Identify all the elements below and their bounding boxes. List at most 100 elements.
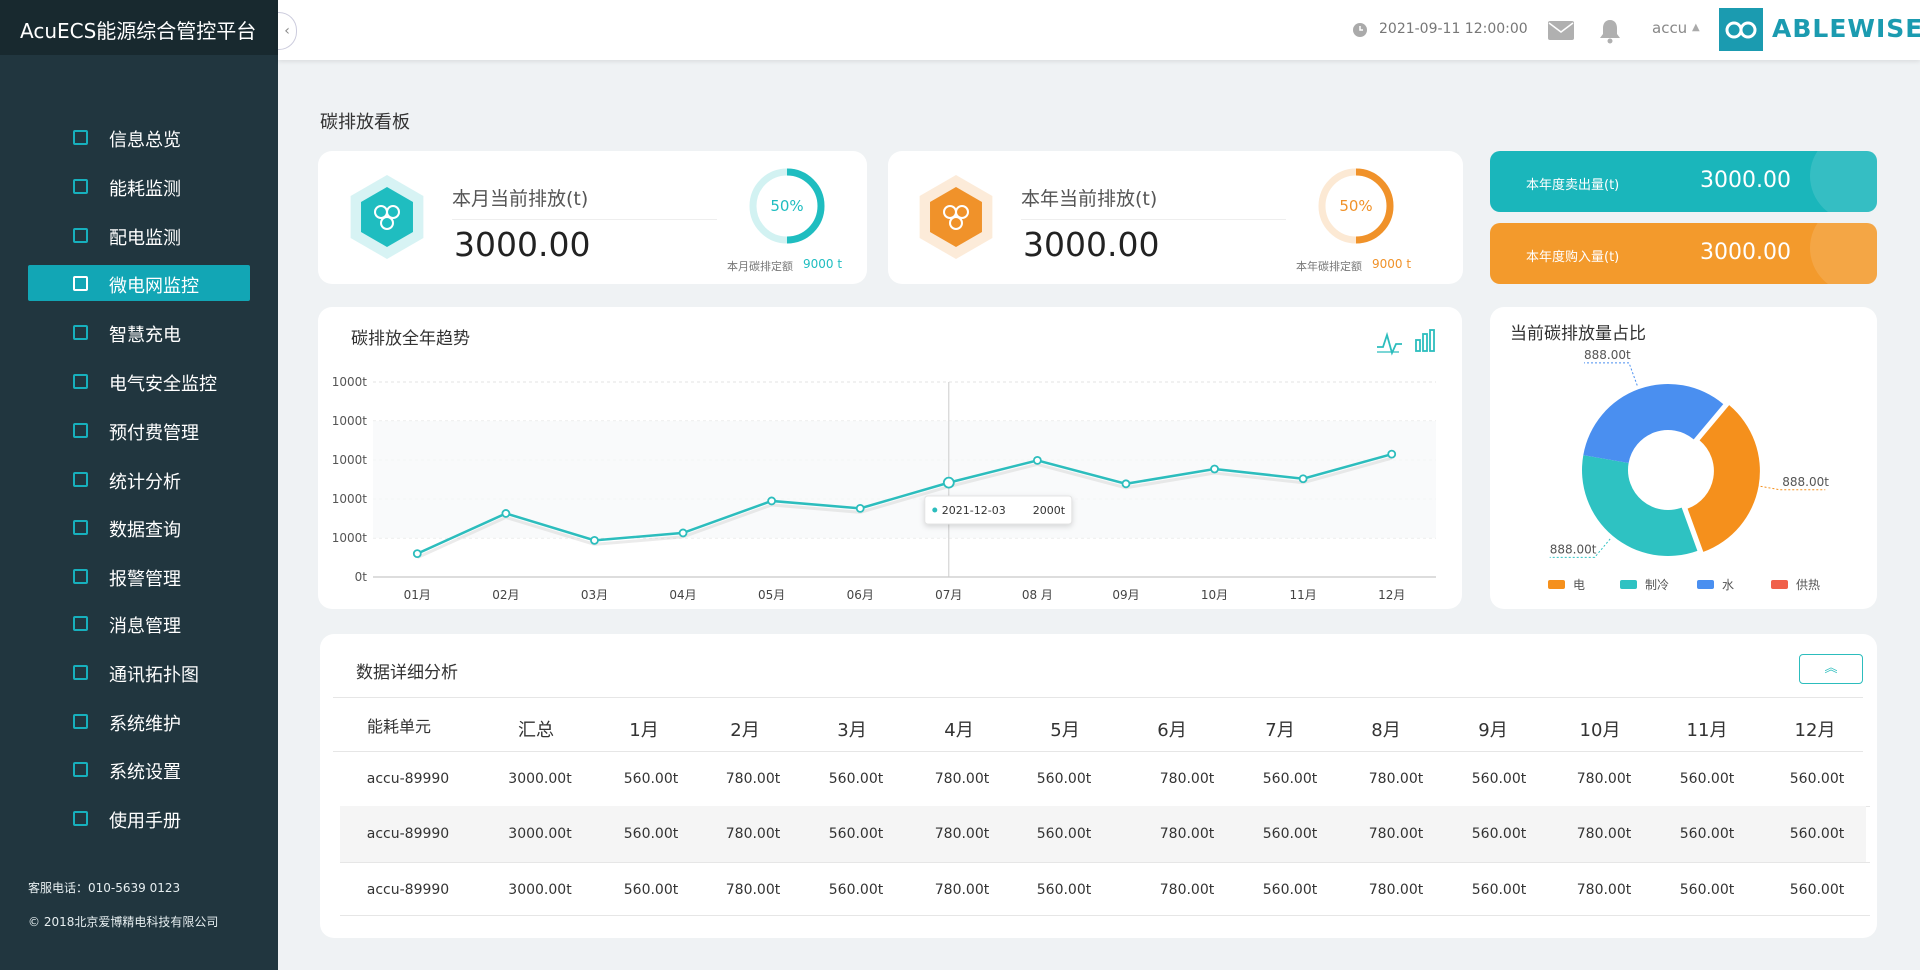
table-rule [333,697,1863,698]
menu-icon [73,179,88,194]
copyright: © 2018北京爱博精电科技有限公司 [28,915,219,929]
menu-icon [73,374,88,389]
table-cell: 560.00t [1471,826,1527,842]
menu-item[interactable]: 微电网监控 [109,276,199,297]
table-cell: 560.00t [1679,771,1735,787]
table-rule [333,751,1863,752]
table-cell: 780.00t [1368,882,1424,898]
menu-item[interactable]: 使用手册 [109,811,181,832]
menu-icon [73,130,88,145]
ring-label: 50% [770,197,803,215]
share-card [1490,307,1877,609]
brand-logo [1719,8,1763,51]
table-cell: 780.00t [1159,882,1215,898]
leader-line [1549,538,1611,558]
data-point [501,509,511,518]
ring-value [786,168,825,244]
y-tick-label: 1000t [332,531,368,545]
menu-icon [73,714,88,729]
trade-deco [1810,151,1877,212]
donut-segment [1687,405,1760,552]
quota-label: 本月碳排定额 [727,260,793,273]
table-title: 数据详细分析 [356,663,458,683]
data-label: 888.00t [1550,542,1597,556]
table-cell: 560.00t [623,882,679,898]
table-cell: 560.00t [1789,771,1845,787]
table-cell: accu-89990 [366,882,450,898]
user-name[interactable]: accu [1652,19,1688,37]
table-cell: 560.00t [1262,771,1318,787]
column-header: 5月 [1050,720,1080,741]
trend-line [416,452,1393,555]
y-tick-label: 1000t [332,453,368,467]
menu-item[interactable]: 电气安全监控 [109,374,217,395]
legend-label: 电 [1573,578,1585,592]
line-chart-icon[interactable] [1377,331,1402,356]
table-cell: 3000.00t [508,771,572,787]
collapse-button[interactable]: ︽ [1799,654,1863,684]
x-tick-label: 11月 [1289,588,1316,602]
menu-item[interactable]: 消息管理 [109,616,181,637]
donut-segment [1581,455,1698,556]
trade-deco [1810,223,1877,284]
trade-value: 3000.00 [1700,168,1791,193]
table-cell: 560.00t [1036,771,1092,787]
data-point [942,476,955,489]
table-card [320,634,1877,938]
column-header: 2月 [730,720,760,741]
menu-item[interactable]: 配电监测 [109,228,181,249]
data-point [767,496,777,506]
menu-item[interactable]: 能耗监测 [109,179,181,200]
menu-item[interactable]: 信息总览 [109,130,181,151]
menu-item[interactable]: 预付费管理 [109,423,199,444]
table-cell: 780.00t [1159,826,1215,842]
user-caret[interactable]: ▲ [1692,22,1700,33]
data-label: 888.00t [1782,475,1829,489]
legend-label: 制冷 [1645,578,1669,592]
y-tick-label: 0t [355,570,368,584]
chart-title: 碳排放全年趋势 [351,329,470,349]
top-bar: ‹ 2021-09-11 12:00:00 accu ▲ ABLEWISE [278,0,1920,60]
menu-item[interactable]: 数据查询 [109,520,181,541]
sidebar: AcuECS能源综合管控平台 信息总览能耗监测配电监测微电网监控智慧充电电气安全… [0,0,278,970]
menu-icon [73,472,88,487]
data-point [855,503,865,513]
menu-item[interactable]: 系统设置 [109,762,181,783]
kpi-title: 本月当前排放(t) [452,188,589,210]
menu-item[interactable]: 统计分析 [109,472,181,493]
chart-type-icons[interactable] [1377,329,1435,356]
menu-item[interactable]: 通讯拓扑图 [109,665,199,686]
bar-chart-icon[interactable] [1415,329,1435,352]
quota-label: 本年碳排定额 [1296,260,1362,273]
table-cell: 560.00t [1789,826,1845,842]
table-cell: 780.00t [934,826,990,842]
table-cell: 560.00t [828,826,884,842]
menu-item[interactable]: 报警管理 [109,569,181,590]
menu-icon [73,520,88,535]
x-tick-label: 08 月 [1022,588,1053,602]
x-tick-label: 03月 [581,588,608,602]
table-cell: 780.00t [1159,771,1215,787]
bell-icon[interactable] [1598,18,1622,44]
trade-card [1490,151,1877,212]
data-point [678,528,688,538]
table-cell: 560.00t [1789,882,1845,898]
legend-swatch [1620,580,1637,589]
table-cell: 560.00t [623,771,679,787]
menu-item[interactable]: 智慧充电 [109,325,181,346]
row-stripe [340,806,1866,862]
x-tick-label: 07月 [935,588,962,602]
data-label: 888.00t [1584,348,1631,362]
app-title: AcuECS能源综合管控平台 [20,19,257,43]
menu-icon [73,616,88,631]
table-cell: 560.00t [623,826,679,842]
kpi-divider [1021,219,1286,220]
quota-value: 9000 t [1372,257,1412,271]
menu-icon [73,276,88,291]
donut-segment [1583,383,1724,464]
chart-title: 当前碳排放量占比 [1510,324,1646,344]
table-cell: 780.00t [1576,882,1632,898]
hex-icon [919,175,993,259]
mail-icon[interactable] [1548,21,1574,40]
menu-item[interactable]: 系统维护 [109,714,181,735]
